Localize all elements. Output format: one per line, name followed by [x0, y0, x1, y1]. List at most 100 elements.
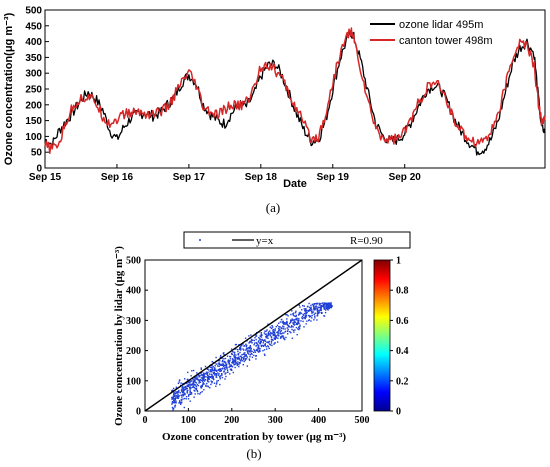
- scatter-point: [285, 321, 288, 323]
- scatter-point: [200, 379, 203, 381]
- scatter-point: [238, 362, 241, 364]
- scatter-point: [237, 348, 239, 351]
- scatter-point: [215, 363, 217, 365]
- scatter-point: [285, 314, 287, 316]
- scatter-point: [319, 306, 321, 309]
- scatter-point: [220, 354, 222, 357]
- scatter-point: [244, 359, 246, 362]
- scatter-point: [243, 356, 245, 358]
- scatter-point: [238, 344, 240, 346]
- scatter-point: [279, 326, 281, 328]
- scatter-point: [233, 353, 236, 355]
- scatter-point: [226, 368, 228, 370]
- scatter-point: [264, 340, 267, 343]
- scatter-point: [236, 363, 238, 365]
- scatter-point: [304, 317, 306, 320]
- scatter-point: [311, 312, 313, 314]
- scatter-point: [227, 359, 230, 361]
- scatter-point: [305, 315, 308, 317]
- scatter-point: [172, 407, 175, 410]
- line-chart-y-label: Ozone concentration(μg m⁻³): [3, 12, 15, 165]
- scatter-point: [310, 315, 312, 317]
- scatter-point: [223, 365, 225, 367]
- scatter-point: [282, 338, 285, 340]
- scatter-point: [248, 350, 251, 352]
- scatter-point: [320, 308, 322, 310]
- scatter-point: [196, 378, 198, 380]
- scatter-point: [269, 333, 271, 335]
- scatter-point: [229, 356, 232, 358]
- scatter-point: [308, 319, 310, 321]
- scatter-point: [231, 365, 233, 367]
- scatter-point: [290, 313, 292, 316]
- scatter-point: [208, 378, 210, 380]
- scatter-point: [213, 374, 216, 376]
- scatter-point: [318, 302, 320, 304]
- scatter-point: [282, 335, 284, 337]
- scatter-point: [256, 347, 259, 349]
- scatter-point: [211, 364, 213, 366]
- scatter-point: [171, 398, 174, 400]
- scatter-point: [232, 351, 234, 353]
- scatter-point: [323, 308, 326, 310]
- scatter-point: [235, 359, 237, 361]
- y-tick-label: 150: [25, 116, 42, 127]
- scatter-point: [254, 337, 256, 339]
- scatter-point: [262, 345, 265, 347]
- scatter-point: [203, 379, 205, 381]
- scatter-point: [234, 357, 236, 359]
- scatter-point: [225, 366, 227, 368]
- scatter-point: [271, 327, 273, 329]
- scatter-point: [245, 343, 247, 345]
- scatter-point: [259, 350, 261, 352]
- x-tick-label: Sep 16: [101, 172, 134, 183]
- y-tick-label: 300: [126, 316, 141, 327]
- scatter-point: [198, 375, 201, 378]
- scatter-point: [193, 396, 195, 398]
- scatter-point: [311, 309, 313, 311]
- scatter-point: [259, 338, 261, 340]
- scatter-point: [214, 372, 216, 375]
- scatter-point: [240, 358, 242, 360]
- scatter-point: [293, 321, 296, 324]
- scatter-point: [291, 319, 293, 321]
- scatter-point: [243, 360, 245, 363]
- scatter-point: [201, 380, 204, 383]
- scatter-point: [209, 370, 212, 372]
- scatter-point: [263, 339, 266, 341]
- scatter-point: [232, 362, 234, 364]
- scatter-point: [277, 341, 279, 343]
- scatter-point: [277, 333, 279, 335]
- scatter-point: [323, 315, 325, 317]
- scatter-point: [306, 311, 308, 314]
- scatter-point: [278, 329, 281, 331]
- scatter-point: [201, 385, 203, 387]
- scatter-point: [293, 319, 295, 322]
- scatter-point: [317, 309, 319, 311]
- scatter-point: [250, 340, 253, 342]
- series-line-lidar: [45, 29, 546, 156]
- scatter-point: [175, 386, 178, 388]
- scatter-point: [194, 377, 197, 379]
- scatter-point: [310, 304, 312, 307]
- scatter-point: [210, 380, 212, 382]
- scatter-point: [291, 337, 294, 339]
- scatter-point: [272, 339, 274, 341]
- scatter-point: [173, 393, 175, 395]
- scatter-point: [277, 328, 280, 330]
- scatter-point: [263, 349, 266, 351]
- scatter-point: [211, 361, 213, 363]
- colorbar-tick-label: 1: [396, 256, 401, 267]
- scatter-point: [217, 379, 219, 382]
- scatter-point: [273, 343, 275, 345]
- scatter-point: [249, 346, 252, 348]
- scatter-point: [282, 325, 284, 327]
- scatter-point: [260, 333, 262, 335]
- scatter-point: [297, 320, 300, 322]
- scatter-point: [267, 337, 269, 339]
- scatter-point: [274, 328, 276, 330]
- scatter-point: [202, 378, 204, 381]
- scatter-point: [295, 310, 297, 312]
- scatter-point: [192, 378, 194, 380]
